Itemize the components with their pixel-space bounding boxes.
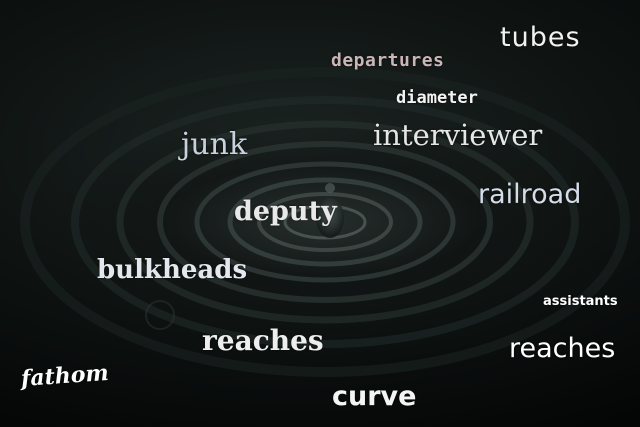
word-bulkheads: bulkheads [97,255,248,285]
word-assistants: assistants [543,294,618,309]
word-departures: departures [331,50,445,71]
word-reaches-1: reaches [202,324,324,357]
word-diameter: diameter [396,88,478,108]
word-tubes: tubes [500,22,581,53]
word-junk: junk [181,127,248,162]
word-deputy: deputy [234,196,337,227]
word-interviewer: interviewer [373,118,543,152]
word-curve: curve [332,381,417,412]
word-railroad: railroad [478,179,582,210]
word-reaches-2: reaches [509,333,616,364]
